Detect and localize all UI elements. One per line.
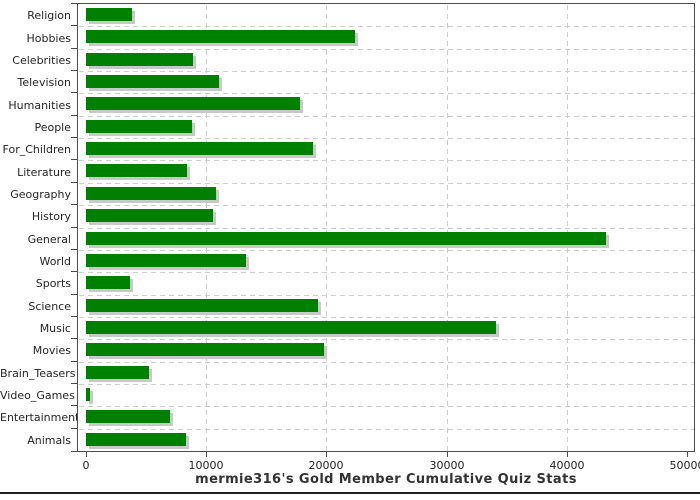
gridline-horizontal — [79, 205, 694, 206]
category-axis-tick — [71, 249, 77, 250]
category-axis-tick — [71, 92, 77, 93]
bar-people — [86, 120, 192, 133]
gridline-horizontal — [79, 317, 694, 318]
category-label: Religion — [27, 9, 71, 22]
x-tick-label: 20000 — [308, 459, 344, 472]
bar-geography — [86, 187, 216, 200]
value-axis-tick — [567, 452, 568, 457]
category-axis-tick — [71, 451, 77, 452]
bar-hobbies — [86, 30, 355, 43]
bar-brain_teasers — [86, 366, 149, 379]
category-axis-tick — [71, 271, 77, 272]
category-label: Science — [28, 300, 71, 313]
bar-movies — [86, 343, 324, 356]
x-tick-label: 30000 — [429, 459, 465, 472]
x-tick-label: 50000 — [669, 459, 700, 472]
bar-animals — [86, 433, 186, 446]
category-label: Television — [17, 76, 72, 89]
bar-for_children — [86, 142, 313, 155]
gridline-horizontal — [79, 384, 694, 385]
category-label: Movies — [32, 344, 71, 357]
bar-sports — [86, 276, 130, 289]
category-axis-tick — [71, 428, 77, 429]
category-axis-tick — [71, 159, 77, 160]
gridline-horizontal — [79, 49, 694, 50]
bar-humanities — [86, 97, 300, 110]
bar-science — [86, 299, 318, 312]
bar-world — [86, 254, 246, 267]
category-axis-tick — [71, 361, 77, 362]
value-axis-tick — [687, 452, 688, 457]
category-label: Celebrities — [12, 54, 71, 67]
gridline-horizontal — [79, 116, 694, 117]
category-axis-tick — [71, 294, 77, 295]
bottom-divider — [0, 492, 700, 494]
category-label: For_Children — [2, 143, 71, 156]
bar-television — [86, 75, 219, 88]
category-label: Hobbies — [26, 32, 71, 45]
gridline-horizontal — [79, 362, 694, 363]
gridline-horizontal — [79, 71, 694, 72]
category-axis-tick — [71, 3, 77, 4]
gridline-horizontal — [79, 93, 694, 94]
gridline-horizontal — [79, 26, 694, 27]
category-axis-tick — [71, 115, 77, 116]
category-label: General — [27, 233, 71, 246]
category-axis-tick — [71, 48, 77, 49]
category-axis-tick — [71, 338, 77, 339]
gridline-horizontal — [79, 339, 694, 340]
bar-literature — [86, 164, 187, 177]
category-label: Animals — [27, 434, 71, 447]
category-axis-tick — [71, 383, 77, 384]
category-label: Brain_Teasers — [0, 367, 76, 380]
gridline-horizontal — [79, 295, 694, 296]
x-tick-label: 40000 — [549, 459, 585, 472]
category-label: World — [39, 255, 71, 268]
x-tick-label: 0 — [82, 459, 90, 472]
category-label: Video_Games — [0, 389, 75, 402]
gridline-horizontal — [79, 272, 694, 273]
x-tick-label: 10000 — [188, 459, 224, 472]
bar-music — [86, 321, 496, 334]
value-axis-tick — [86, 452, 87, 457]
category-axis-tick — [71, 25, 77, 26]
category-axis-tick — [71, 137, 77, 138]
category-label: Geography — [10, 188, 71, 201]
category-label: Literature — [17, 166, 71, 179]
category-label: History — [31, 210, 71, 223]
bar-general — [86, 232, 606, 245]
category-axis-tick — [71, 227, 77, 228]
bar-history — [86, 209, 213, 222]
gridline-horizontal — [79, 228, 694, 229]
value-axis-tick — [326, 452, 327, 457]
category-axis-tick — [71, 204, 77, 205]
bar-celebrities — [86, 53, 193, 66]
category-label: Humanities — [8, 99, 71, 112]
category-axis-tick — [71, 70, 77, 71]
value-axis-tick — [206, 452, 207, 457]
gridline-horizontal — [79, 138, 694, 139]
chart-title: mermie316's Gold Member Cumulative Quiz … — [195, 472, 577, 487]
category-label: People — [34, 121, 71, 134]
gridline-horizontal — [79, 250, 694, 251]
category-axis-tick — [71, 182, 77, 183]
category-label: Sports — [35, 277, 71, 290]
category-label: Entertainment — [0, 411, 80, 424]
gridline-horizontal — [79, 429, 694, 430]
category-axis-tick — [71, 316, 77, 317]
gridline-horizontal — [79, 183, 694, 184]
bar-entertainment — [86, 410, 170, 423]
bar-religion — [86, 8, 132, 21]
value-axis-tick — [447, 452, 448, 457]
gridline-horizontal — [79, 406, 694, 407]
category-axis-tick — [71, 405, 77, 406]
gridline-horizontal — [79, 160, 694, 161]
category-label: Music — [39, 322, 71, 335]
bar-video_games — [86, 388, 90, 401]
plot-area — [77, 3, 695, 452]
